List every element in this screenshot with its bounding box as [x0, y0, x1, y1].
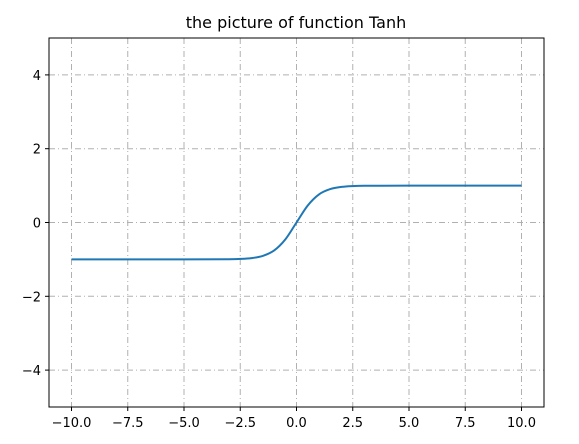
x-tick-label: 2.5 — [342, 416, 363, 431]
tanh-series-line — [71, 184, 522, 261]
y-tick-label: 0 — [33, 217, 41, 232]
y-tick-label: 2 — [33, 143, 41, 158]
x-tick-label: −2.5 — [224, 416, 256, 431]
x-tick-label: 10.0 — [507, 416, 536, 431]
x-tick-label: −10.0 — [52, 416, 92, 431]
x-tick-label: 7.5 — [455, 416, 476, 431]
series-layer — [71, 184, 522, 261]
y-tick-label: −2 — [22, 290, 41, 305]
y-tick-label: 4 — [33, 69, 41, 84]
axis-ticks: −10.0 −7.5 −5.0 −2.5 0.0 2.5 5.0 7.5 10.0 −4 −2 0 2 4 — [22, 69, 536, 431]
x-tick-label: −5.0 — [168, 416, 200, 431]
x-tick-label: 0.0 — [286, 416, 307, 431]
x-tick-label: −7.5 — [112, 416, 144, 431]
chart-title: the picture of function Tanh — [186, 13, 406, 32]
y-tick-label: −4 — [22, 364, 41, 379]
x-tick-label: 5.0 — [399, 416, 420, 431]
